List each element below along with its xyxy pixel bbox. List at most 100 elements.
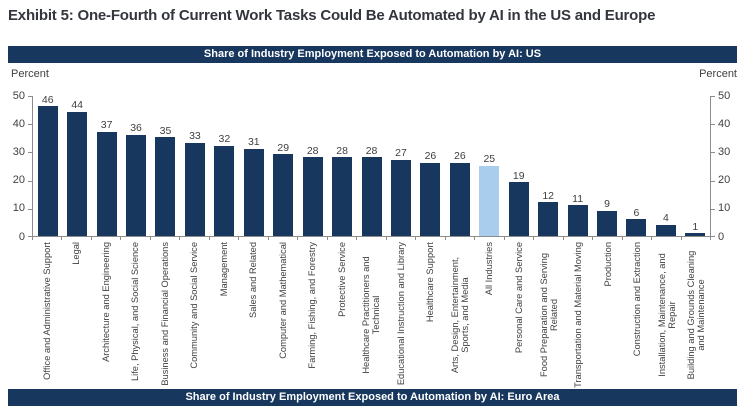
bar-group: 11 [563, 96, 592, 236]
x-tick-cell [328, 236, 358, 240]
bar-value-label: 11 [572, 192, 584, 205]
bar-value-label: 29 [277, 141, 290, 154]
category-label: Community and Social Service [189, 242, 200, 369]
bar-group: 1 [681, 96, 710, 236]
x-tick-cell [416, 236, 446, 240]
category-label-rotator: Personal Care and Service [508, 242, 530, 388]
us-panel-title-band: Share of Industry Employment Exposed to … [8, 46, 737, 63]
x-tick-cell [593, 236, 623, 240]
y-tick-mark-right [711, 180, 715, 182]
y-tick-label-right: 30 [718, 145, 731, 158]
category-label: Legal [71, 242, 82, 265]
y-tick-mark-right [711, 208, 715, 210]
bar [567, 205, 588, 236]
category-label-cell: Business and Financial Operations [150, 242, 180, 388]
category-label-cell: Office and Administrative Support [32, 242, 62, 388]
bar-value-label: 27 [395, 147, 407, 160]
x-tick-cell [682, 236, 712, 240]
category-label: Management [218, 242, 229, 297]
category-label: Educational Instruction and Library [395, 242, 406, 386]
category-label-rotator: All Industries [478, 242, 500, 388]
category-label: Farming, Fishing, and Forestry [307, 242, 318, 369]
category-label-rotator: Community and Social Service [183, 242, 205, 388]
y-tick-mark-left [28, 236, 32, 237]
x-tick-cell [92, 236, 122, 240]
category-label-cell: Life, Physical, and Social Science [121, 242, 151, 388]
category-label-cell: Production [593, 242, 623, 388]
category-label: Life, Physical, and Social Science [130, 242, 141, 382]
bar-value-label: 12 [542, 189, 554, 202]
bar-value-label: 37 [100, 119, 113, 132]
x-tick-cell [505, 236, 535, 240]
y-tick-label-left: 40 [12, 117, 25, 130]
category-label-cell: Food Preparation and Serving Related [534, 242, 564, 388]
category-label: Healthcare Practitioners and Technical [361, 256, 382, 374]
bar-value-label: 4 [662, 212, 669, 225]
y-tick-label-left: 30 [12, 145, 25, 158]
category-label-rotator: Office and Administrative Support [36, 242, 58, 388]
bar-group: 28 [357, 96, 386, 236]
category-label-rotator: Sales and Related [242, 242, 264, 388]
bar [155, 137, 176, 236]
bar-value-label: 26 [454, 150, 466, 163]
x-tick-cell [62, 236, 92, 240]
category-label: Sales and Related [248, 242, 259, 318]
y-tick-mark-right [711, 236, 715, 237]
category-label: Architecture and Engineering [100, 242, 111, 362]
x-tick-cell [32, 236, 63, 240]
euro-panel-title-band: Share of Industry Employment Exposed to … [8, 389, 737, 406]
bar-group: 37 [92, 96, 121, 236]
category-label: Production [602, 242, 613, 287]
category-label-cell: Community and Social Service [180, 242, 210, 388]
bar-group: 6 [622, 96, 651, 236]
category-label: Food Preparation and Serving Related [538, 252, 559, 378]
category-label: All Industries [484, 242, 495, 296]
category-label-cell: Educational Instruction and Library [386, 242, 416, 388]
bar-value-label: 44 [71, 99, 83, 112]
category-label: Installation, Maintenance, and Repair [656, 253, 677, 377]
x-axis-labels: Office and Administrative Support Legal Ar… [32, 242, 711, 388]
category-label-rotator: Arts, Design, Entertainment, Sports, and… [449, 242, 471, 388]
category-label: Business and Financial Operations [159, 242, 170, 386]
bar-group: 19 [504, 96, 533, 236]
bar-group: 9 [592, 96, 621, 236]
category-label-rotator: Business and Financial Operations [154, 242, 176, 388]
bar [508, 182, 529, 236]
category-label-rotator: Farming, Fishing, and Forestry [301, 242, 323, 388]
bar [67, 111, 88, 236]
category-label-cell: Management [209, 242, 239, 388]
bar-value-label: 28 [306, 144, 319, 157]
category-label-rotator: Life, Physical, and Social Science [124, 242, 146, 388]
bar-value-label: 31 [247, 136, 260, 149]
x-tick-cell [357, 236, 387, 240]
category-label: Personal Care and Service [513, 242, 524, 354]
bar [126, 134, 147, 236]
y-tick-mark-left [28, 124, 32, 126]
y-tick-mark-left [28, 152, 32, 154]
x-tick-cell [652, 236, 682, 240]
bar-value-label: 25 [483, 153, 496, 165]
bar-value-label: 46 [41, 93, 54, 106]
x-tick-cell [239, 236, 269, 240]
x-tick-cell [121, 236, 151, 240]
x-tick-cell [387, 236, 417, 240]
bar-group: 44 [62, 96, 91, 236]
x-tick-cell [564, 236, 594, 240]
bar-group: 28 [327, 96, 356, 236]
y-tick-label-right: 40 [718, 117, 731, 130]
bar [390, 159, 411, 236]
category-label-cell: Computer and Mathematical [268, 242, 298, 388]
category-label: Building and Grounds Cleaning and Mainte… [685, 250, 707, 380]
x-tick-cell [623, 236, 653, 240]
bar-value-label: 9 [604, 198, 610, 211]
category-label-rotator: Transportation and Material Moving [567, 242, 589, 388]
category-label-rotator: Architecture and Engineering [95, 242, 117, 388]
y-tick-mark-right [711, 96, 715, 97]
y-tick-mark-left [28, 180, 32, 182]
bar [302, 157, 323, 236]
category-label: Computer and Mathematical [277, 242, 288, 359]
category-label: Arts, Design, Entertainment, Sports, and… [449, 256, 470, 374]
y-tick-mark-left [28, 208, 32, 210]
y-tick-label-right: 0 [718, 230, 725, 243]
